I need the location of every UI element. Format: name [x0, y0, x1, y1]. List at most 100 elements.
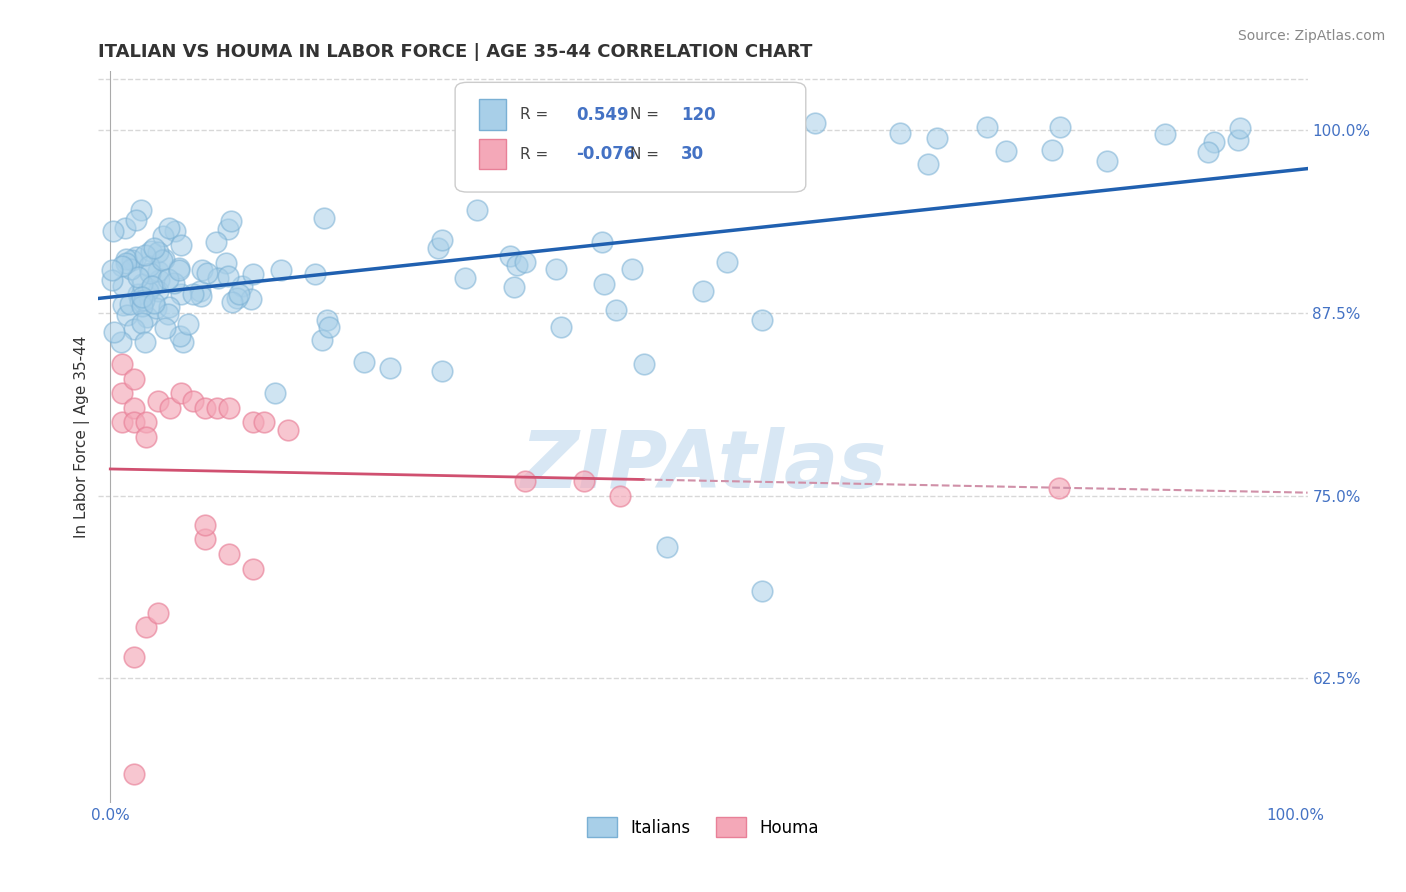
Point — [304, 267, 326, 281]
Point — [242, 562, 264, 576]
Point — [111, 386, 134, 401]
Point — [204, 235, 226, 249]
Point — [112, 298, 135, 312]
Point — [219, 213, 242, 227]
Text: 120: 120 — [682, 105, 716, 123]
Point — [1095, 154, 1118, 169]
Text: N =: N = — [630, 146, 664, 161]
Point — [1153, 128, 1175, 142]
Point — [263, 386, 285, 401]
Point — [995, 144, 1018, 158]
Point — [148, 272, 170, 286]
Point — [153, 252, 176, 266]
Point — [253, 416, 276, 430]
Point — [167, 263, 190, 277]
Point — [550, 320, 572, 334]
Text: ZIPAtlas: ZIPAtlas — [520, 427, 886, 506]
Text: R =: R = — [520, 146, 554, 161]
Point — [127, 269, 149, 284]
Point — [574, 474, 596, 488]
Point — [122, 766, 145, 780]
Point — [593, 277, 616, 292]
Point — [751, 313, 773, 327]
Point — [927, 131, 949, 145]
Point — [122, 649, 145, 664]
Point — [112, 278, 135, 293]
FancyBboxPatch shape — [479, 99, 506, 130]
Point — [134, 334, 156, 349]
Point — [163, 224, 186, 238]
Point — [152, 229, 174, 244]
Point — [111, 259, 134, 273]
Point — [129, 203, 152, 218]
Point — [172, 334, 194, 349]
Point — [135, 310, 157, 325]
Point — [146, 285, 169, 299]
Point — [101, 224, 124, 238]
Point — [167, 261, 190, 276]
Point — [121, 252, 143, 267]
Point — [976, 120, 998, 135]
Point — [115, 252, 138, 266]
Point — [145, 301, 167, 315]
Point — [242, 416, 264, 430]
Point — [191, 262, 214, 277]
Text: N =: N = — [630, 107, 664, 122]
Point — [135, 430, 157, 444]
Point — [312, 211, 335, 225]
Point — [277, 423, 299, 437]
Point — [194, 533, 217, 547]
Point — [101, 262, 124, 277]
Point — [146, 606, 169, 620]
Point — [156, 307, 179, 321]
Legend: Italians, Houma: Italians, Houma — [579, 809, 827, 846]
Point — [221, 295, 243, 310]
Point — [177, 317, 200, 331]
Point — [465, 203, 488, 218]
Point — [195, 266, 218, 280]
Point — [1227, 133, 1250, 147]
Point — [122, 371, 145, 385]
Point — [217, 268, 239, 283]
Point — [1197, 145, 1219, 159]
Point — [1229, 120, 1251, 135]
Point — [657, 540, 679, 554]
Point — [692, 284, 714, 298]
Point — [231, 279, 253, 293]
Point — [499, 249, 522, 263]
Point — [101, 273, 124, 287]
Point — [426, 241, 449, 255]
Y-axis label: In Labor Force | Age 35-44: In Labor Force | Age 35-44 — [75, 336, 90, 538]
Point — [515, 474, 537, 488]
Point — [170, 386, 193, 401]
Point — [751, 583, 773, 598]
FancyBboxPatch shape — [456, 82, 806, 192]
Point — [157, 300, 180, 314]
Point — [1202, 135, 1225, 149]
Point — [115, 256, 138, 270]
Point — [194, 517, 217, 532]
Point — [228, 286, 250, 301]
Point — [181, 393, 204, 408]
Point — [716, 254, 738, 268]
Point — [546, 261, 568, 276]
Point — [226, 291, 249, 305]
Text: R =: R = — [520, 107, 554, 122]
Point — [378, 361, 401, 376]
Point — [142, 295, 165, 310]
Point — [889, 127, 911, 141]
Point — [353, 355, 375, 369]
Text: ITALIAN VS HOUMA IN LABOR FORCE | AGE 35-44 CORRELATION CHART: ITALIAN VS HOUMA IN LABOR FORCE | AGE 35… — [98, 44, 813, 62]
Point — [454, 270, 477, 285]
Point — [146, 244, 169, 259]
Point — [591, 235, 613, 249]
Point — [146, 393, 169, 408]
Point — [770, 145, 793, 159]
Point — [218, 547, 240, 561]
Point — [170, 238, 193, 252]
Point — [1040, 143, 1063, 157]
Point — [315, 312, 337, 326]
Point — [157, 220, 180, 235]
Point — [129, 293, 152, 308]
Point — [139, 244, 162, 258]
